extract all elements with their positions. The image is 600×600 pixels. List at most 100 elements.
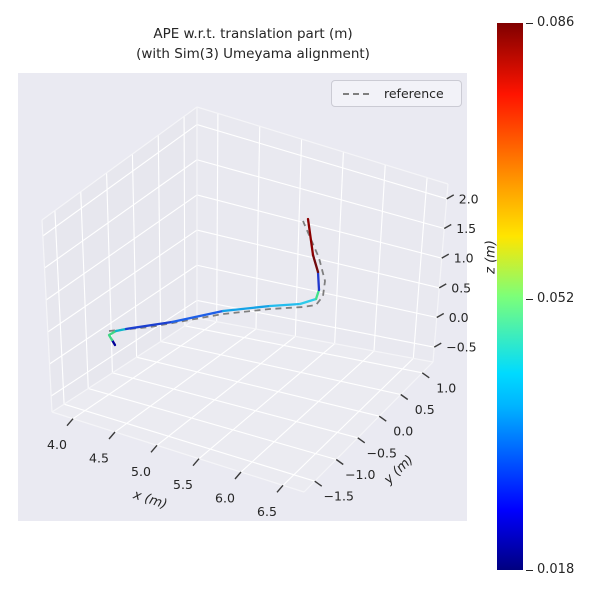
trajectory-estimate-segment	[107, 329, 118, 342]
y-grid-line	[183, 116, 186, 326]
colorbar	[497, 23, 523, 570]
z-tick-mark	[438, 283, 447, 289]
trajectory-estimate-segment	[314, 288, 321, 301]
chart-title: APE w.r.t. translation part (m) (with Si…	[18, 24, 488, 64]
y-tick-label: 1.0	[436, 380, 456, 395]
z-tick-label: 0.0	[449, 310, 469, 325]
y-grid-line	[80, 191, 89, 389]
x-grid-line	[334, 151, 344, 344]
z-tick-label: 1.0	[454, 251, 474, 266]
tick-mark-icon	[526, 23, 533, 24]
colorbar-tick-label-mid: 0.052	[537, 291, 575, 307]
x-grid-line	[216, 113, 219, 322]
x-grid-line	[240, 350, 375, 473]
y-grid-line	[112, 372, 358, 439]
dashed-line-icon	[343, 92, 373, 95]
x-tick-mark	[108, 431, 116, 440]
x-tick-mark	[150, 444, 158, 453]
y-tick-label: −0.5	[367, 445, 397, 460]
box-edge	[41, 106, 198, 221]
colorbar-tick-label-max: 0.086	[537, 15, 575, 31]
z-grid-line	[49, 264, 198, 365]
y-tick-label: −1.0	[345, 467, 375, 482]
z-tick-label: 2.0	[459, 191, 479, 206]
box-edge	[432, 183, 449, 363]
box-edge	[41, 219, 53, 413]
y-tick-mark	[400, 393, 409, 401]
z-grid-line	[196, 159, 445, 230]
box-edge	[303, 361, 434, 493]
colorbar-tick-label-min: 0.018	[537, 562, 575, 578]
z-grid-line	[45, 194, 198, 301]
trajectory-estimate-segment	[311, 253, 320, 274]
box-edge	[51, 411, 305, 493]
legend: reference	[331, 80, 462, 107]
z-grid-line	[196, 194, 442, 259]
y-tick-mark	[378, 415, 387, 422]
y-grid-line	[160, 340, 401, 396]
y-grid-line	[131, 154, 138, 358]
x-tick-label: 4.0	[47, 437, 67, 452]
trajectory-estimate-segment	[170, 309, 225, 324]
z-axis-title: z (m)	[484, 240, 499, 275]
z-grid-line	[196, 229, 440, 289]
z-grid-line	[47, 229, 198, 333]
z-grid-line	[42, 124, 198, 237]
legend-label-reference: reference	[384, 86, 444, 101]
y-tick-mark	[421, 372, 430, 379]
x-grid-line	[255, 126, 261, 330]
x-grid-line	[412, 177, 428, 359]
box-edge	[51, 317, 198, 413]
pane-left	[42, 107, 197, 412]
x-grid-line	[282, 357, 414, 486]
trajectory-estimate-segment	[114, 327, 128, 333]
x-tick-mark	[234, 471, 242, 480]
z-grid-line	[196, 124, 447, 200]
x-tick-label: 5.5	[173, 477, 193, 492]
x-tick-label: 5.0	[131, 464, 151, 479]
y-tick-mark	[314, 480, 323, 487]
z-grid-line	[44, 159, 198, 269]
y-tick-label: 0.5	[415, 402, 435, 417]
x-tick-mark	[66, 418, 74, 427]
y-grid-line	[63, 403, 315, 482]
chart-title-line2: (with Sim(3) Umeyama alignment)	[136, 46, 370, 62]
z-tick-label: −0.5	[446, 340, 476, 355]
pane-floor	[52, 318, 433, 492]
chart-title-line1: APE w.r.t. translation part (m)	[153, 26, 353, 42]
y-grid-line	[136, 356, 380, 417]
box-edge	[196, 317, 434, 363]
x-grid-line	[72, 321, 217, 420]
x-grid-line	[198, 343, 336, 460]
trajectory-estimate-segment	[306, 217, 315, 257]
trajectory-reference	[108, 220, 326, 332]
z-grid-line	[50, 299, 198, 397]
trajectory-estimate-segment	[221, 304, 272, 313]
y-grid-line	[184, 325, 423, 374]
x-grid-line	[373, 164, 386, 352]
z-tick-mark	[443, 223, 452, 230]
x-tick-label: 6.0	[215, 491, 235, 506]
z-tick-label: 0.5	[451, 280, 471, 295]
y-tick-label: −1.5	[324, 489, 354, 504]
tick-mark-icon	[526, 570, 533, 571]
x-tick-mark	[276, 484, 284, 493]
z-grid-line	[196, 299, 435, 348]
x-tick-label: 4.5	[89, 451, 109, 466]
trajectory-estimate-segment	[268, 302, 302, 308]
trajectory-estimate-segment	[124, 320, 174, 331]
x-tick-label: 6.5	[257, 504, 277, 519]
z-tick-mark	[441, 253, 450, 259]
y-tick-label: 0.0	[393, 424, 413, 439]
tick-mark-icon	[526, 299, 533, 300]
box-edge	[196, 106, 449, 185]
x-grid-line	[156, 335, 296, 446]
y-grid-line	[157, 135, 162, 342]
y-grid-line	[88, 387, 337, 461]
y-grid-line	[54, 210, 65, 405]
z-tick-mark	[446, 194, 455, 200]
z-grid-line	[196, 264, 437, 319]
z-tick-mark	[436, 312, 445, 319]
